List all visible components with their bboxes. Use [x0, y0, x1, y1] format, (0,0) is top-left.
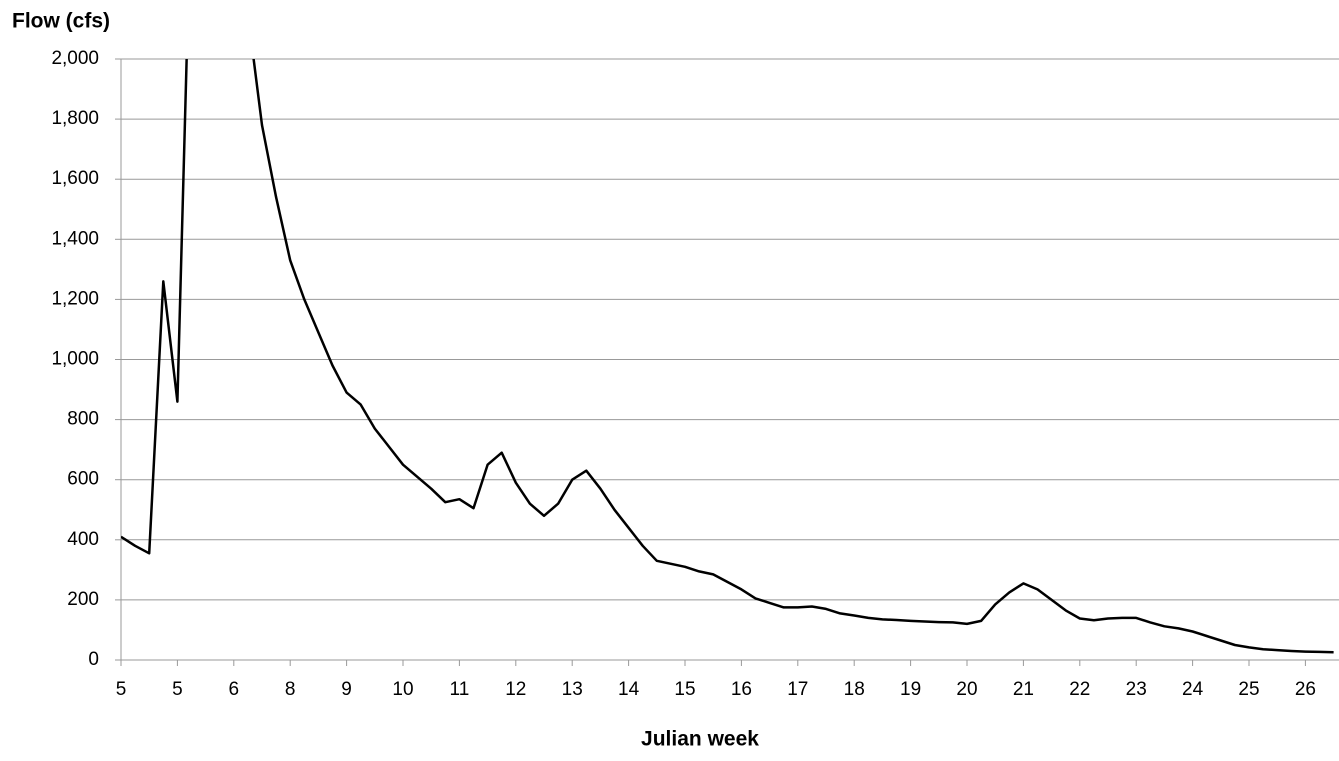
x-tick-label: 23 [1126, 679, 1147, 700]
y-tick-label: 1,600 [51, 168, 99, 189]
y-tick-label: 400 [67, 529, 99, 550]
y-tick-label: 0 [88, 649, 99, 670]
y-tick-label: 200 [67, 589, 99, 610]
x-tick-label: 5 [116, 679, 127, 700]
x-tick-label: 11 [450, 679, 470, 700]
y-tick-label: 1,800 [51, 108, 99, 129]
x-tick-label: 8 [285, 679, 296, 700]
flow-line [121, 59, 1334, 654]
x-tick-label: 26 [1295, 679, 1316, 700]
x-tick-label: 15 [674, 679, 695, 700]
y-tick-label: 800 [67, 409, 99, 430]
x-tick-label: 13 [562, 679, 583, 700]
x-tick-label: 25 [1238, 679, 1259, 700]
y-tick-label: 600 [67, 469, 99, 490]
x-tick-label: 24 [1182, 679, 1204, 700]
x-tick-label: 14 [618, 679, 640, 700]
x-tick-label: 18 [844, 679, 865, 700]
x-tick-label: 9 [341, 679, 352, 700]
y-axis-title: Flow (cfs) [12, 10, 110, 33]
x-tick-label: 17 [787, 679, 808, 700]
x-tick-label: 20 [956, 679, 977, 700]
y-tick-label: 1,200 [51, 288, 99, 309]
x-tick-label: 6 [229, 679, 240, 700]
x-tick-label: 19 [900, 679, 921, 700]
y-tick-label: 1,400 [51, 228, 99, 249]
y-tick-label: 1,000 [51, 349, 99, 370]
x-tick-label: 12 [505, 679, 526, 700]
x-axis-title: Julian week [641, 728, 759, 751]
x-tick-label: 16 [731, 679, 752, 700]
y-tick-label: 2,000 [51, 48, 99, 69]
x-tick-label: 5 [172, 679, 183, 700]
x-tick-label: 10 [392, 679, 413, 700]
x-tick-label: 21 [1013, 679, 1034, 700]
x-tick-label: 22 [1069, 679, 1090, 700]
